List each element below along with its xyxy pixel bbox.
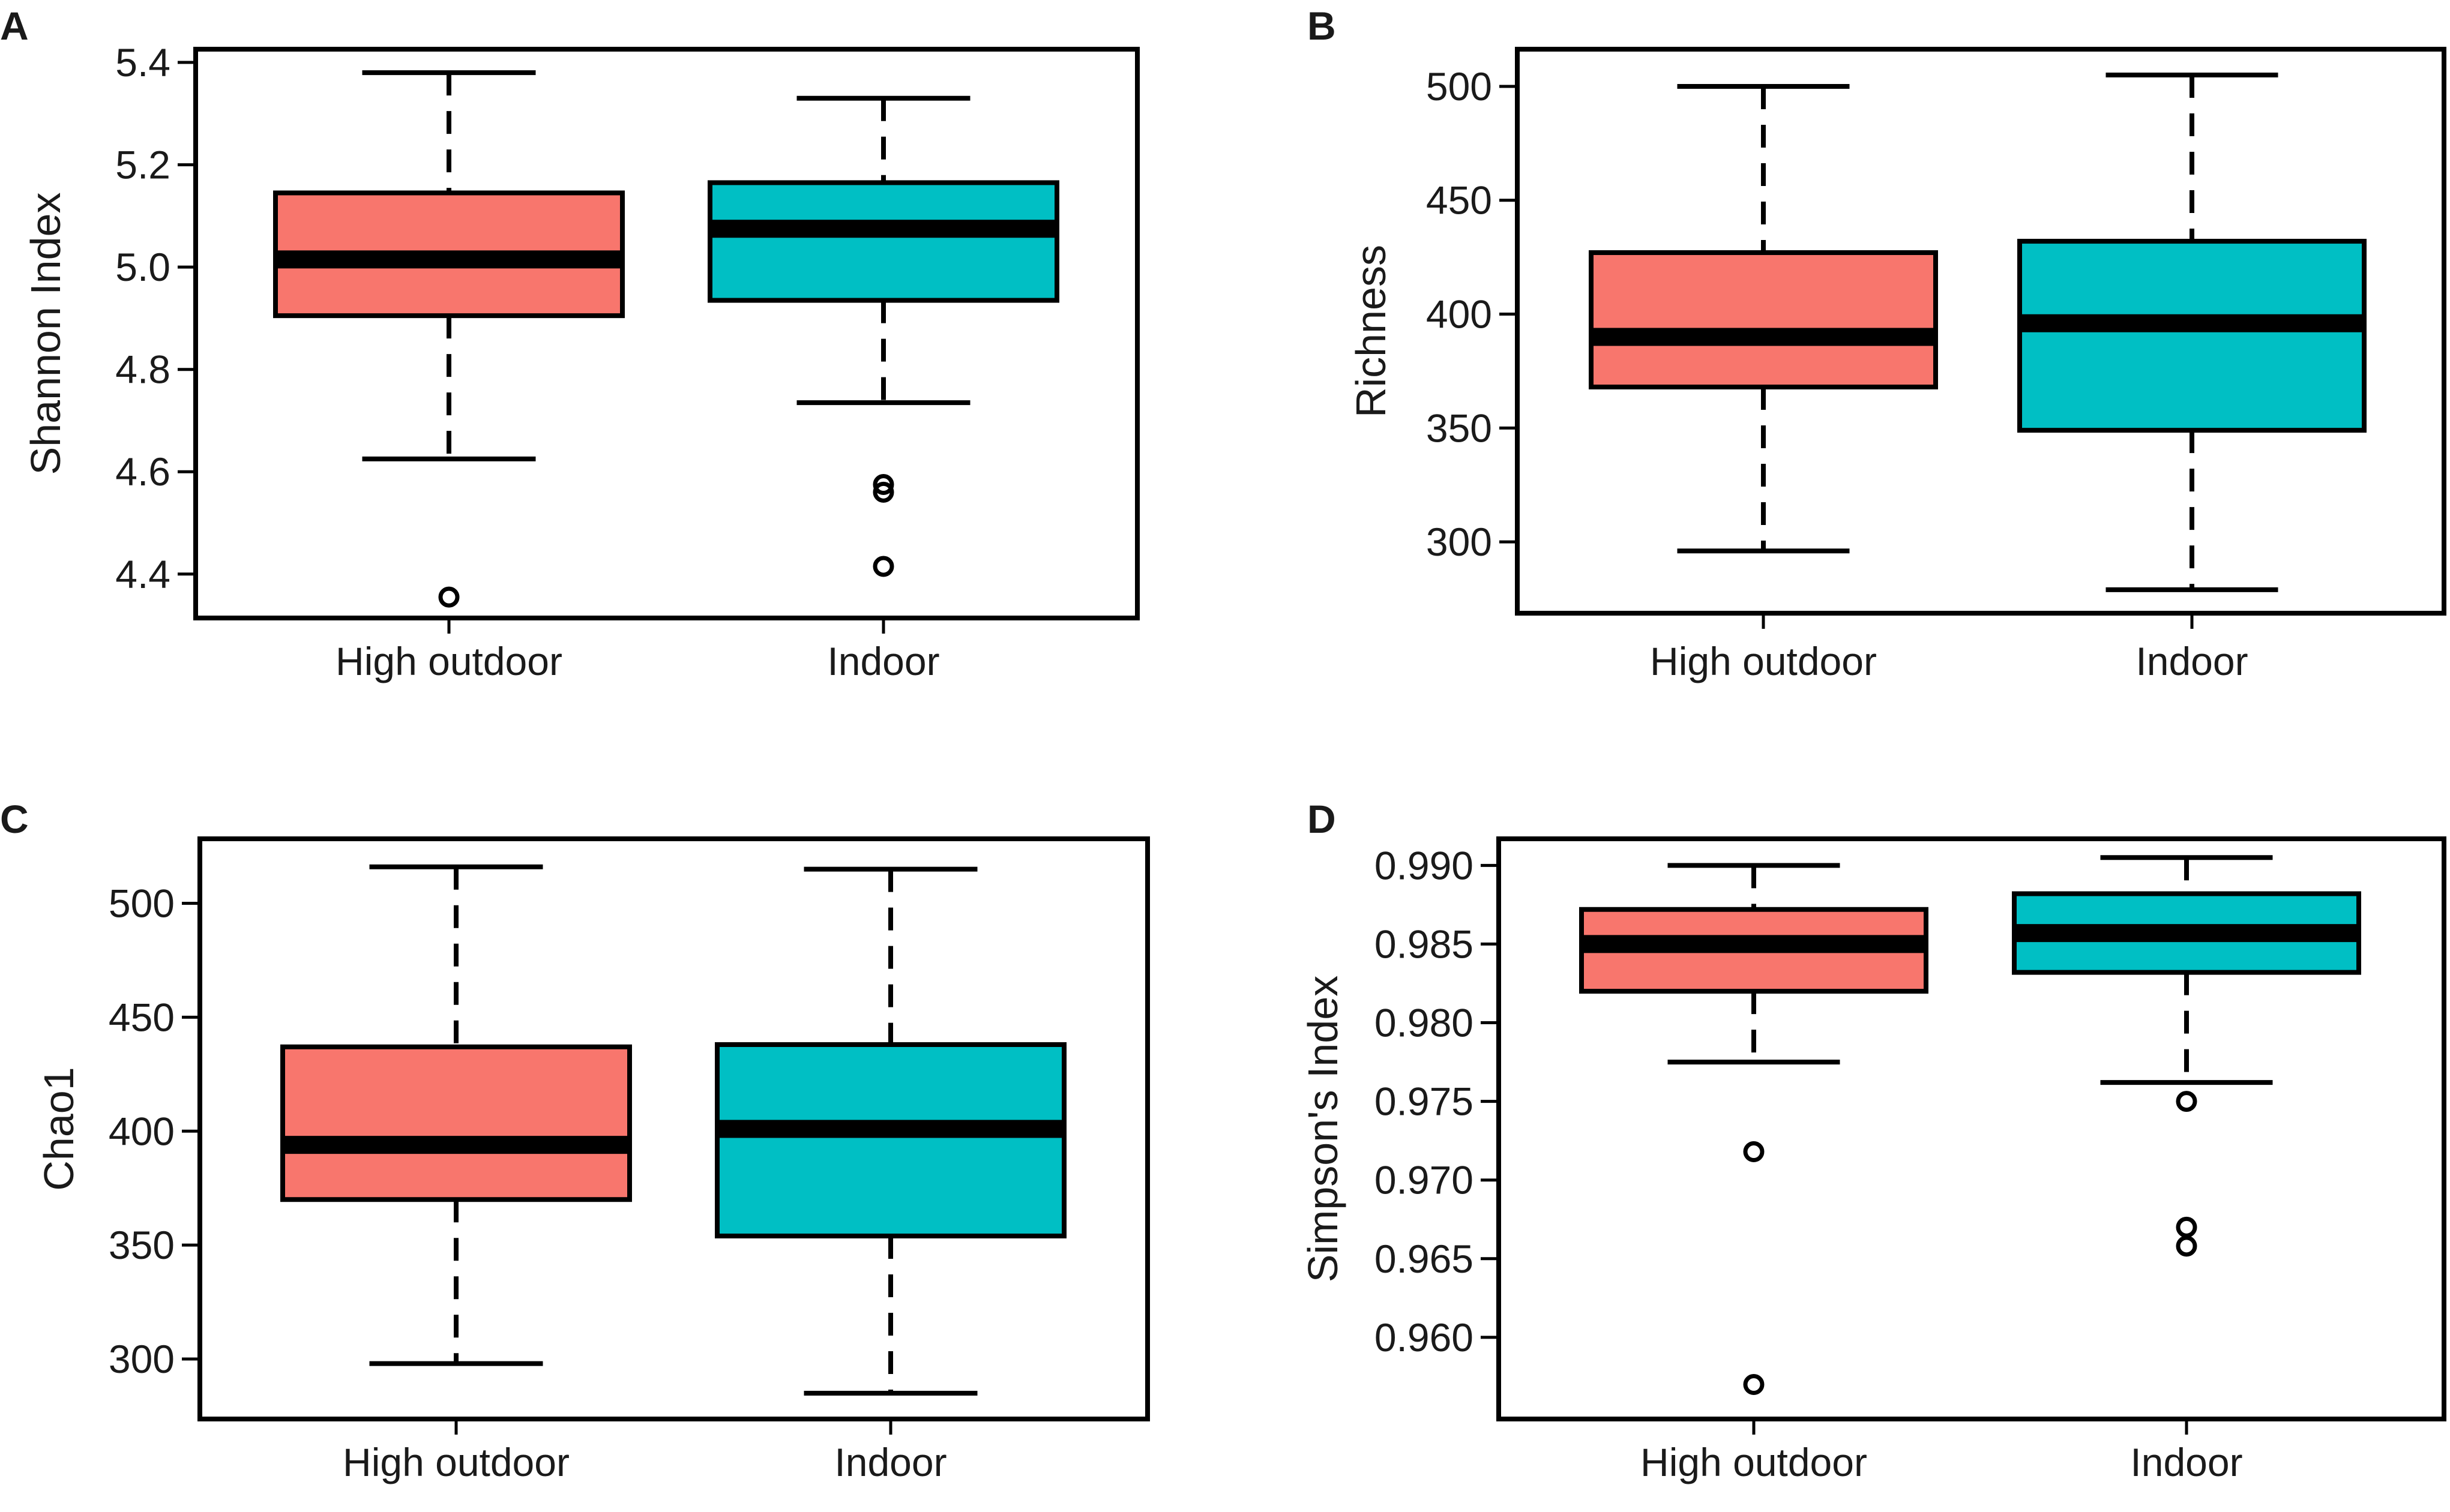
- y-tick-label: 0.985: [1374, 922, 1473, 966]
- panel-letter: C: [0, 797, 29, 841]
- plot-frame: [1515, 47, 2446, 616]
- outlier-point: [2176, 1091, 2197, 1112]
- panel-letter: A: [0, 4, 29, 48]
- iqr-box: [708, 180, 1059, 303]
- panel-b: B 300 350 400 450 500 Richness High outdoor Indo…: [1307, 4, 2446, 683]
- panel-d: D 0.960 0.965 0.970 0.975 0.980 0.985 0.990 Simp…: [1299, 797, 2446, 1484]
- plot-frame: [197, 836, 1150, 1421]
- y-tick-label: 500: [109, 881, 175, 926]
- y-tick-label: 5.4: [115, 40, 170, 85]
- outlier-point: [1743, 1374, 1765, 1396]
- y-tick-label: 400: [109, 1109, 175, 1153]
- panel-a: A 4.4 4.6 4.8 5.0 5.2 5.4 Shannon Index High out…: [0, 4, 1140, 683]
- iqr-box: [2017, 239, 2367, 433]
- y-tick-label: 450: [1426, 178, 1492, 223]
- outlier-point: [873, 556, 894, 577]
- outlier-point: [438, 586, 460, 608]
- y-axis-label: Richness: [1347, 245, 1394, 418]
- y-tick-label: 0.965: [1374, 1237, 1473, 1281]
- x-tick-label: Indoor: [827, 639, 939, 683]
- x-tick-label: Indoor: [2130, 1440, 2242, 1484]
- y-axis-label: Chao1: [35, 1067, 82, 1190]
- outlier-point: [873, 481, 894, 503]
- y-tick-label: 4.4: [115, 552, 170, 596]
- plot-frame: [193, 47, 1140, 620]
- plot-frame: [1496, 836, 2446, 1421]
- outlier-point: [2176, 1216, 2197, 1238]
- y-tick-label: 300: [109, 1337, 175, 1381]
- y-tick-label: 0.980: [1374, 1001, 1473, 1045]
- y-tick-label: 350: [1426, 406, 1492, 450]
- panel-c: C 300 350 400 450 500 Chao1 High outdoor Indoor: [0, 797, 1150, 1484]
- y-tick-label: 4.8: [115, 347, 170, 392]
- y-tick-label: 5.0: [115, 245, 170, 289]
- panel-letter: D: [1307, 797, 1336, 841]
- box-indoor: [2017, 72, 2367, 592]
- x-tick-label: High outdoor: [336, 639, 562, 683]
- x-tick-label: Indoor: [834, 1440, 947, 1484]
- y-tick-label: 400: [1426, 292, 1492, 337]
- box-high-outdoor: [273, 70, 625, 608]
- outlier-point: [2176, 1235, 2197, 1257]
- y-axis-label: Shannon Index: [22, 193, 69, 475]
- y-tick-label: 0.970: [1374, 1158, 1473, 1202]
- box-indoor: [2012, 855, 2361, 1257]
- iqr-box: [1589, 250, 1938, 389]
- box-indoor: [715, 866, 1067, 1396]
- x-tick-label: High outdoor: [343, 1440, 570, 1484]
- y-tick-label: 500: [1426, 64, 1492, 109]
- iqr-box: [715, 1042, 1067, 1238]
- y-tick-label: 5.2: [115, 143, 170, 187]
- y-tick-label: 450: [109, 995, 175, 1039]
- x-tick-label: High outdoor: [1640, 1440, 1867, 1484]
- box-high-outdoor: [1589, 83, 1938, 554]
- box-indoor: [708, 95, 1059, 577]
- x-tick-label: High outdoor: [1650, 639, 1877, 683]
- y-axis-label: Simpson's Index: [1299, 976, 1346, 1282]
- panel-letter: B: [1307, 4, 1336, 48]
- box-high-outdoor: [1579, 863, 1928, 1396]
- y-tick-label: 4.6: [115, 449, 170, 494]
- y-tick-label: 0.960: [1374, 1315, 1473, 1360]
- outlier-point: [873, 474, 894, 496]
- y-tick-label: 300: [1426, 520, 1492, 564]
- box-high-outdoor: [280, 864, 632, 1366]
- x-tick-label: Indoor: [2135, 639, 2248, 683]
- y-tick-label: 0.990: [1374, 843, 1473, 887]
- outlier-point: [1743, 1141, 1765, 1163]
- y-tick-label: 0.975: [1374, 1079, 1473, 1124]
- y-tick-label: 350: [109, 1223, 175, 1267]
- iqr-box: [280, 1044, 632, 1202]
